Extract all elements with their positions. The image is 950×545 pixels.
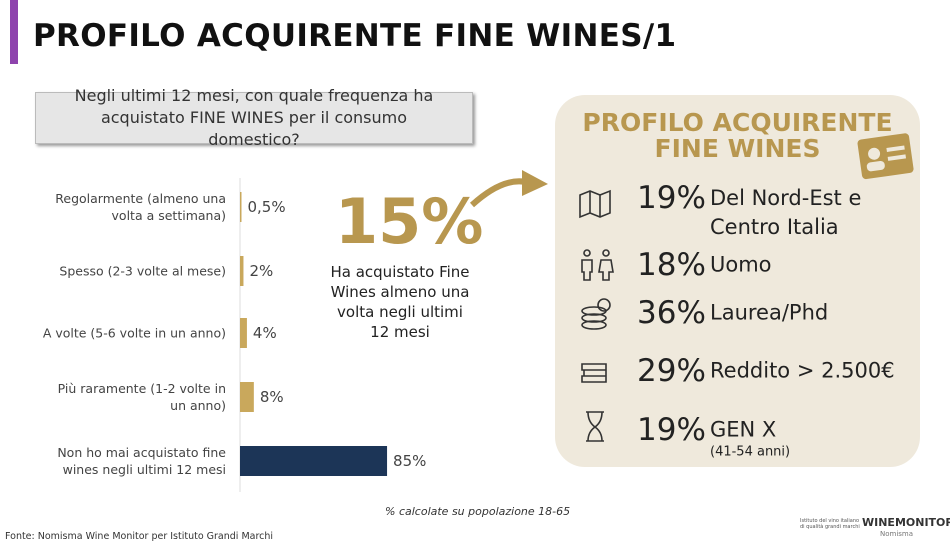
logo-sub: Nomisma (880, 530, 914, 538)
profile-value: 29% (637, 353, 706, 389)
value-label: 4% (252, 324, 277, 342)
bar (240, 318, 247, 348)
accent-bar (10, 0, 18, 64)
bar (240, 256, 244, 286)
category-label: Non ho mai acquistato fine wines negli u… (57, 445, 226, 477)
profile-value: 18% (637, 247, 706, 283)
profile-title: PROFILO ACQUIRENTE FINE WINES (582, 108, 893, 163)
category-label: Spesso (2-3 volte al mese) (59, 263, 226, 279)
profile-value: 19% (637, 180, 706, 216)
profile-label: Uomo (710, 252, 772, 277)
profile-icons (579, 189, 614, 442)
value-label: 2% (249, 262, 274, 280)
title: PROFILO ACQUIRENTE FINE WINES/1 (33, 18, 677, 54)
profile-value: 19% (637, 412, 706, 448)
arrow-head (522, 170, 548, 196)
profile-label: Reddito > 2.500€ (710, 358, 895, 383)
bar (240, 446, 388, 476)
highlight-value: 15% (335, 185, 484, 258)
category-label: Regolarmente (almeno una volta a settima… (55, 191, 226, 223)
profile-panel (555, 95, 920, 467)
profile-value: 36% (637, 295, 706, 331)
note: % calcolate su popolazione 18-65 (385, 505, 571, 518)
category-label: A volte (5-6 volte in un anno) (42, 325, 226, 341)
value-label: 8% (259, 388, 284, 406)
bar-group (240, 192, 388, 476)
bar (240, 382, 254, 412)
value-label: 0,5% (247, 198, 286, 216)
bar (240, 192, 242, 222)
profile-sublabel: (41-54 anni) (710, 444, 791, 460)
profile-label: Del Nord-Est e Centro Italia (710, 186, 862, 239)
source: Fonte: Nomisma Wine Monitor per Istituto… (5, 531, 274, 542)
logo-brand: WINEMONITOR (862, 516, 950, 529)
question: Negli ultimi 12 mesi, con quale frequenz… (35, 86, 473, 149)
badge-icon (857, 133, 914, 180)
value-label: 85% (393, 452, 427, 470)
profile-label: GEN X (41-54 anni) (710, 416, 910, 461)
logo-text: Istituto del vino italiano di qualità gr… (800, 518, 860, 530)
highlight-text: Ha acquistato Fine Wines almeno una volt… (330, 263, 470, 341)
category-label: Più raramente (1-2 volte in un anno) (57, 381, 226, 413)
profile-label: Laurea/Phd (710, 300, 829, 325)
